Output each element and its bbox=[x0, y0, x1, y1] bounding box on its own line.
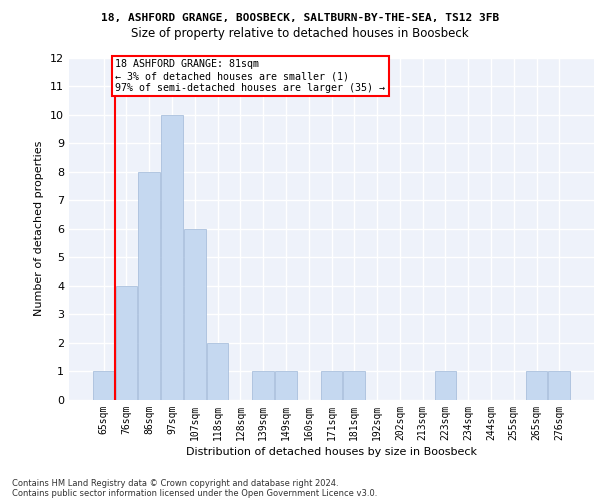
Bar bbox=[343, 372, 365, 400]
Text: Contains HM Land Registry data © Crown copyright and database right 2024.: Contains HM Land Registry data © Crown c… bbox=[12, 478, 338, 488]
Text: Contains public sector information licensed under the Open Government Licence v3: Contains public sector information licen… bbox=[12, 488, 377, 498]
Bar bbox=[161, 114, 183, 400]
Bar bbox=[207, 343, 229, 400]
X-axis label: Distribution of detached houses by size in Boosbeck: Distribution of detached houses by size … bbox=[186, 447, 477, 457]
Bar bbox=[116, 286, 137, 400]
Text: 18, ASHFORD GRANGE, BOOSBECK, SALTBURN-BY-THE-SEA, TS12 3FB: 18, ASHFORD GRANGE, BOOSBECK, SALTBURN-B… bbox=[101, 12, 499, 22]
Bar bbox=[320, 372, 343, 400]
Bar bbox=[139, 172, 160, 400]
Y-axis label: Number of detached properties: Number of detached properties bbox=[34, 141, 44, 316]
Text: 18 ASHFORD GRANGE: 81sqm
← 3% of detached houses are smaller (1)
97% of semi-det: 18 ASHFORD GRANGE: 81sqm ← 3% of detache… bbox=[115, 60, 385, 92]
Bar bbox=[548, 372, 570, 400]
Bar bbox=[526, 372, 547, 400]
Bar bbox=[93, 372, 115, 400]
Bar bbox=[184, 229, 206, 400]
Bar bbox=[275, 372, 297, 400]
Text: Size of property relative to detached houses in Boosbeck: Size of property relative to detached ho… bbox=[131, 28, 469, 40]
Bar bbox=[253, 372, 274, 400]
Bar bbox=[434, 372, 456, 400]
